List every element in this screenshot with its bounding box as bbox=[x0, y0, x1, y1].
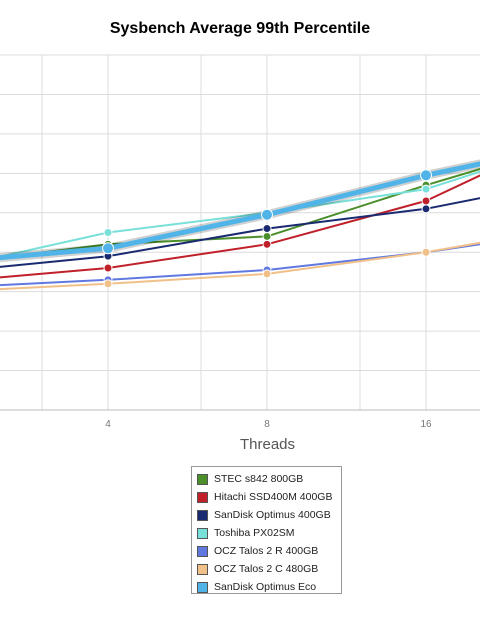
x-tick-label: 16 bbox=[420, 419, 432, 430]
data-point[interactable] bbox=[103, 279, 113, 289]
legend-item[interactable]: Toshiba PX02SM bbox=[197, 524, 336, 542]
series-line-halo bbox=[0, 159, 480, 263]
data-point[interactable] bbox=[421, 204, 431, 214]
legend-label: STEC s842 800GB bbox=[214, 473, 304, 485]
data-point[interactable] bbox=[420, 169, 432, 182]
legend: STEC s842 800GB Hitachi SSD400M 400GB SanD… bbox=[191, 466, 342, 594]
data-point[interactable] bbox=[262, 231, 272, 241]
legend-item[interactable]: SanDisk Optimus Eco bbox=[197, 578, 336, 596]
legend-label: Toshiba PX02SM bbox=[214, 527, 295, 539]
line-chart: 4 8 16 bbox=[0, 54, 480, 430]
data-point[interactable] bbox=[421, 247, 431, 257]
legend-label: OCZ Talos 2 C 480GB bbox=[214, 563, 319, 575]
x-axis-title: Threads bbox=[239, 436, 296, 453]
legend-swatch bbox=[197, 581, 208, 593]
legend-item[interactable]: SanDisk Optimus 400GB bbox=[197, 506, 336, 524]
x-tick-label: 4 bbox=[105, 419, 111, 430]
series-stec-s842-800gb bbox=[0, 168, 480, 259]
legend-swatch bbox=[197, 527, 208, 539]
legend-label: SanDisk Optimus 400GB bbox=[214, 509, 331, 521]
data-point[interactable] bbox=[421, 196, 431, 206]
data-point[interactable] bbox=[261, 208, 273, 221]
legend-swatch bbox=[197, 563, 208, 575]
legend-item[interactable]: Hitachi SSD400M 400GB bbox=[197, 488, 336, 506]
legend-item[interactable]: STEC s842 800GB bbox=[197, 470, 336, 488]
data-point[interactable] bbox=[103, 228, 113, 237]
series-line bbox=[0, 174, 480, 279]
legend-label: Hitachi SSD400M 400GB bbox=[214, 491, 333, 503]
data-point[interactable] bbox=[262, 224, 272, 234]
series-sandisk-optimus-eco bbox=[0, 159, 480, 263]
legend-label: SanDisk Optimus Eco bbox=[214, 581, 317, 593]
grid-lines bbox=[0, 54, 480, 410]
series-ocz-talos-2-c-480gb bbox=[0, 241, 480, 291]
legend-swatch bbox=[197, 545, 208, 557]
data-point[interactable] bbox=[262, 239, 272, 249]
data-point[interactable] bbox=[421, 184, 431, 194]
legend-item[interactable]: OCZ Talos 2 C 480GB bbox=[197, 560, 336, 578]
legend-swatch bbox=[197, 491, 208, 503]
data-point[interactable] bbox=[102, 242, 114, 255]
x-tick-labels: 4 8 16 bbox=[105, 419, 432, 430]
legend-item[interactable]: OCZ Talos 2 R 400GB bbox=[197, 542, 336, 560]
series-sandisk-optimus-400gb bbox=[0, 197, 480, 268]
series-line bbox=[0, 168, 480, 259]
x-tick-label: 8 bbox=[264, 419, 270, 430]
data-point[interactable] bbox=[103, 263, 113, 273]
legend-swatch bbox=[197, 509, 208, 521]
series-line bbox=[0, 161, 480, 261]
data-point[interactable] bbox=[262, 269, 272, 279]
legend-label: OCZ Talos 2 R 400GB bbox=[214, 545, 319, 557]
series-group bbox=[0, 159, 480, 291]
chart-title: Sysbench Average 99th Percentile bbox=[109, 20, 371, 37]
series-hitachi-ssd400m-400gb bbox=[0, 174, 480, 279]
legend-swatch bbox=[197, 473, 208, 485]
